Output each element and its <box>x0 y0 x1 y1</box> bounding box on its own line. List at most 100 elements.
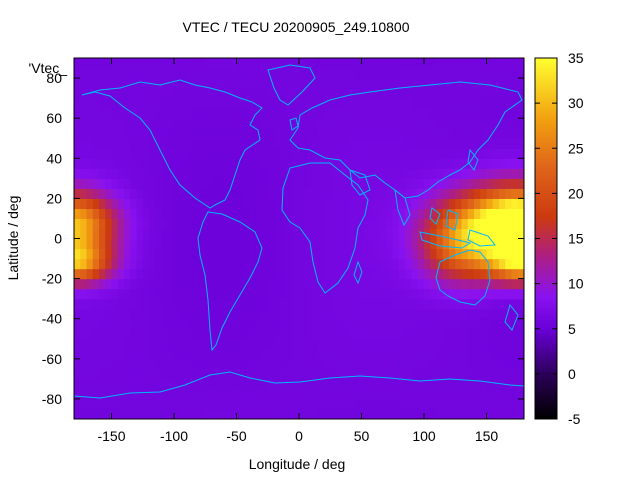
heatmap-cell <box>367 318 375 330</box>
heatmap-cell <box>242 118 250 129</box>
heatmap-cell <box>486 128 494 139</box>
heatmap-cell <box>480 308 488 320</box>
heatmap-cell <box>205 128 213 139</box>
heatmap-cell <box>186 248 194 260</box>
heatmap-cell <box>249 348 256 360</box>
heatmap-cell <box>299 368 306 380</box>
heatmap-cell <box>249 78 256 89</box>
x-tick-label: 100 <box>412 428 436 444</box>
heatmap-cell <box>174 218 181 230</box>
heatmap-cell <box>511 108 519 119</box>
heatmap-cell <box>436 108 444 119</box>
heatmap-cell <box>199 368 206 380</box>
heatmap-cell <box>130 118 138 129</box>
heatmap-cell <box>417 228 425 240</box>
heatmap-cell <box>330 118 338 129</box>
heatmap-cell <box>117 358 125 370</box>
heatmap-cell <box>130 298 138 310</box>
heatmap-cell <box>74 108 81 119</box>
heatmap-cell <box>117 178 125 189</box>
heatmap-cell <box>399 88 406 99</box>
heatmap-cell <box>486 168 494 179</box>
heatmap-cell <box>399 278 406 290</box>
heatmap-cell <box>424 148 431 159</box>
heatmap-cell <box>286 178 294 189</box>
heatmap-cell <box>492 218 500 230</box>
heatmap-cell <box>86 388 94 400</box>
heatmap-cell <box>386 198 394 210</box>
heatmap-cell <box>430 298 438 310</box>
heatmap-cell <box>255 378 263 390</box>
heatmap-cell <box>299 98 306 109</box>
heatmap-cell <box>261 408 269 419</box>
heatmap-cell <box>167 398 175 410</box>
heatmap-cell <box>205 118 213 129</box>
heatmap-cell <box>192 58 200 69</box>
heatmap-cell <box>255 338 263 350</box>
heatmap-cell <box>430 368 438 380</box>
heatmap-cell <box>305 238 313 250</box>
heatmap-cell <box>474 238 481 250</box>
heatmap-cell <box>424 328 431 340</box>
heatmap-cell <box>142 168 150 179</box>
heatmap-cell <box>349 178 356 189</box>
heatmap-cell <box>192 338 200 350</box>
heatmap-cell <box>311 118 319 129</box>
heatmap-cell <box>205 68 213 79</box>
heatmap-cell <box>305 148 313 159</box>
heatmap-cell <box>324 118 331 129</box>
heatmap-cell <box>230 68 238 79</box>
heatmap-cell <box>480 138 488 149</box>
heatmap-cell <box>130 408 138 419</box>
heatmap-cell <box>167 348 175 360</box>
heatmap-cell <box>355 368 363 380</box>
heatmap-cell <box>361 98 369 109</box>
heatmap-cell <box>405 108 413 119</box>
heatmap-cell <box>517 188 524 199</box>
heatmap-cell <box>361 138 369 149</box>
heatmap-cell <box>167 108 175 119</box>
heatmap-cell <box>417 178 425 189</box>
heatmap-cell <box>199 228 206 240</box>
heatmap-cell <box>411 278 419 290</box>
heatmap-cell <box>474 328 481 340</box>
heatmap-cell <box>105 148 113 159</box>
heatmap-cell <box>442 258 450 270</box>
heatmap-cell <box>236 208 244 220</box>
heatmap-cell <box>249 128 256 139</box>
heatmap-cell <box>305 98 313 109</box>
heatmap-cell <box>330 378 338 390</box>
heatmap-cell <box>161 278 169 290</box>
heatmap-cell <box>411 398 419 410</box>
heatmap-cell <box>230 98 238 109</box>
heatmap-cell <box>274 308 281 320</box>
heatmap-cell <box>317 408 325 419</box>
heatmap-cell <box>299 298 306 310</box>
heatmap-cell <box>80 248 88 260</box>
heatmap-cell <box>499 108 506 119</box>
heatmap-cell <box>336 378 344 390</box>
heatmap-cell <box>349 268 356 280</box>
heatmap-cell <box>155 338 163 350</box>
heatmap-cell <box>92 298 100 310</box>
heatmap-cell <box>136 338 144 350</box>
heatmap-cell <box>467 388 475 400</box>
heatmap-cell <box>92 208 100 220</box>
heatmap-cell <box>342 108 350 119</box>
heatmap-cell <box>217 68 225 79</box>
heatmap-cell <box>380 238 388 250</box>
heatmap-cell <box>405 148 413 159</box>
heatmap-cell <box>505 128 513 139</box>
heatmap-cell <box>299 308 306 320</box>
heatmap-cell <box>436 198 444 210</box>
heatmap-cell <box>336 188 344 199</box>
heatmap-cell <box>442 298 450 310</box>
heatmap-cell <box>167 358 175 370</box>
heatmap-cell <box>124 238 131 250</box>
heatmap-cell <box>230 208 238 220</box>
heatmap-cell <box>280 208 288 220</box>
y-tick-label: -40 <box>42 311 62 327</box>
heatmap-cell <box>261 368 269 380</box>
heatmap-cell <box>86 188 94 199</box>
